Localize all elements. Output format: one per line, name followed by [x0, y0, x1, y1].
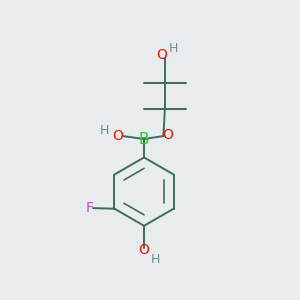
Text: O: O: [162, 128, 173, 142]
Text: O: O: [112, 129, 123, 143]
Text: H: H: [169, 42, 178, 55]
Text: H: H: [151, 253, 160, 266]
Text: B: B: [139, 131, 149, 146]
Text: O: O: [157, 48, 167, 62]
Text: F: F: [85, 201, 94, 215]
Text: H: H: [100, 124, 109, 137]
Text: O: O: [139, 243, 149, 256]
